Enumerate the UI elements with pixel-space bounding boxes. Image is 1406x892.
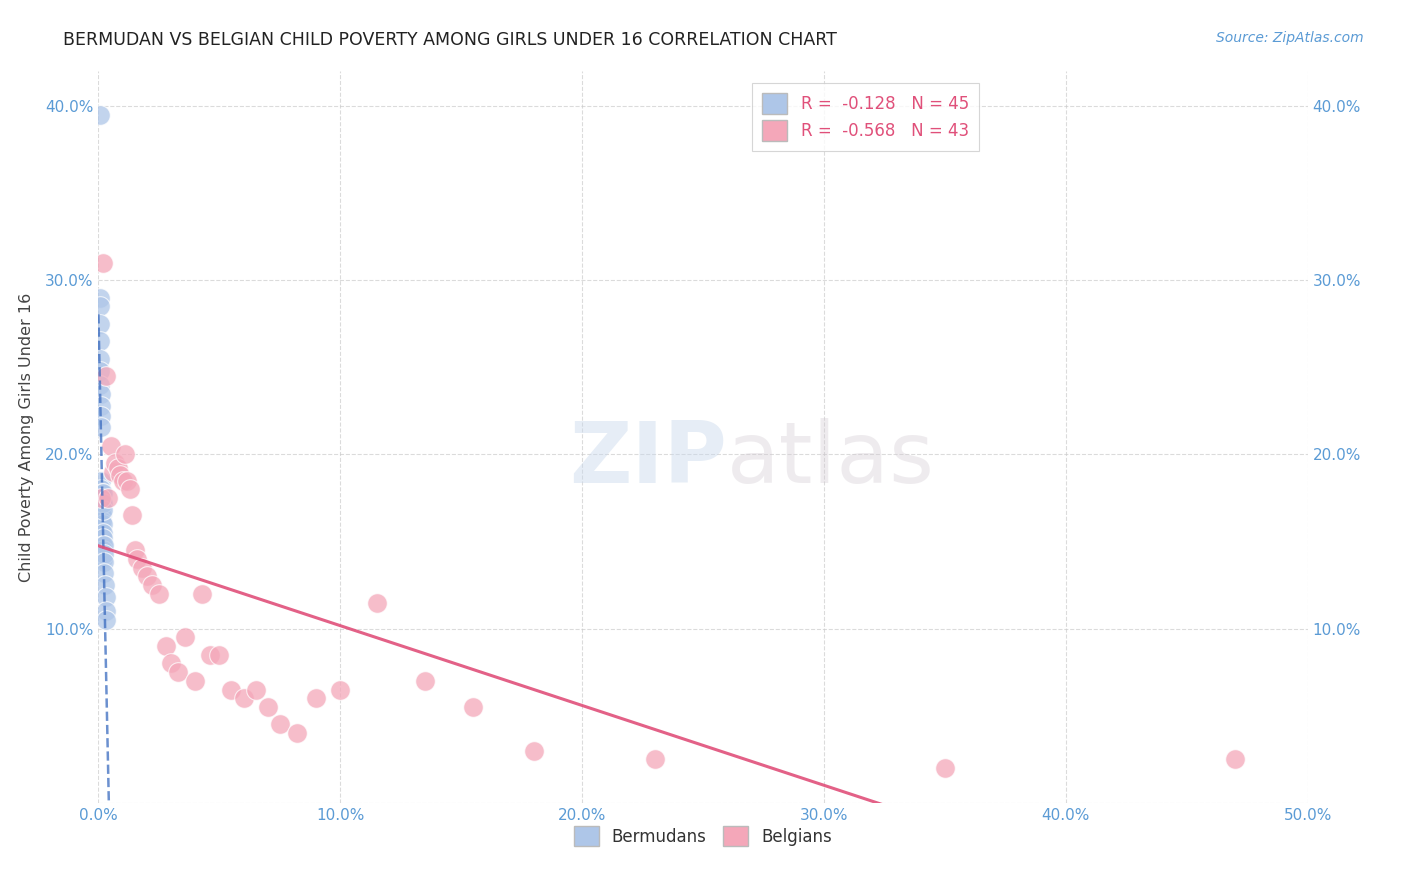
Text: BERMUDAN VS BELGIAN CHILD POVERTY AMONG GIRLS UNDER 16 CORRELATION CHART: BERMUDAN VS BELGIAN CHILD POVERTY AMONG … xyxy=(63,31,837,49)
Point xyxy=(107,461,129,475)
Point xyxy=(184,673,207,688)
Point xyxy=(89,108,111,122)
Point xyxy=(131,560,153,574)
Point xyxy=(90,521,112,535)
Point xyxy=(90,500,112,514)
Point xyxy=(245,682,267,697)
Point xyxy=(90,508,112,523)
Point xyxy=(100,439,122,453)
Text: ZIP: ZIP xyxy=(569,417,727,500)
Point xyxy=(93,556,115,570)
Point xyxy=(91,496,114,510)
Point xyxy=(91,543,114,558)
Point xyxy=(148,587,170,601)
Point xyxy=(90,503,112,517)
Legend: Bermudans, Belgians: Bermudans, Belgians xyxy=(567,820,839,853)
Point xyxy=(93,538,115,552)
Point xyxy=(91,552,114,566)
Point xyxy=(124,543,146,558)
Point xyxy=(160,657,183,671)
Point xyxy=(94,369,117,384)
Point xyxy=(285,726,308,740)
Point xyxy=(94,578,117,592)
Point xyxy=(91,508,114,523)
Point xyxy=(90,483,112,497)
Point xyxy=(91,538,114,552)
Point xyxy=(90,491,112,505)
Point xyxy=(90,531,112,545)
Point xyxy=(118,483,141,497)
Point xyxy=(91,503,114,517)
Point xyxy=(90,409,112,424)
Point xyxy=(121,508,143,523)
Point xyxy=(413,673,436,688)
Point xyxy=(90,386,112,401)
Point xyxy=(94,604,117,618)
Point xyxy=(90,419,112,434)
Point xyxy=(91,256,114,270)
Point xyxy=(256,700,278,714)
Point xyxy=(91,531,114,545)
Point xyxy=(366,595,388,609)
Point xyxy=(221,682,243,697)
Point xyxy=(91,525,114,540)
Point xyxy=(329,682,352,697)
Point xyxy=(90,514,112,528)
Point xyxy=(208,648,231,662)
Point xyxy=(644,752,666,766)
Point xyxy=(463,700,485,714)
Point xyxy=(1223,752,1246,766)
Text: atlas: atlas xyxy=(727,417,935,500)
Point xyxy=(91,496,114,510)
Point xyxy=(934,761,956,775)
Point xyxy=(91,485,114,500)
Point xyxy=(93,547,115,561)
Point xyxy=(141,578,163,592)
Y-axis label: Child Poverty Among Girls Under 16: Child Poverty Among Girls Under 16 xyxy=(18,293,34,582)
Point xyxy=(89,317,111,331)
Point xyxy=(89,351,111,366)
Point xyxy=(101,465,124,479)
Point xyxy=(90,491,112,505)
Point xyxy=(523,743,546,757)
Point xyxy=(91,485,114,500)
Point xyxy=(94,613,117,627)
Point xyxy=(135,569,157,583)
Point xyxy=(97,491,120,505)
Point xyxy=(108,468,131,483)
Point xyxy=(198,648,221,662)
Point xyxy=(167,665,190,680)
Point xyxy=(89,291,111,305)
Point xyxy=(90,538,112,552)
Point xyxy=(89,334,111,349)
Point xyxy=(91,517,114,532)
Point xyxy=(174,631,197,645)
Point xyxy=(94,591,117,605)
Text: Source: ZipAtlas.com: Source: ZipAtlas.com xyxy=(1216,31,1364,45)
Point xyxy=(232,691,254,706)
Point xyxy=(91,514,114,528)
Point xyxy=(155,639,177,653)
Point xyxy=(90,525,112,540)
Point xyxy=(90,474,112,488)
Point xyxy=(114,448,136,462)
Point xyxy=(305,691,328,706)
Point xyxy=(89,377,111,392)
Point xyxy=(191,587,214,601)
Point xyxy=(117,474,139,488)
Point xyxy=(93,566,115,580)
Point xyxy=(111,474,134,488)
Point xyxy=(89,364,111,378)
Point xyxy=(104,456,127,470)
Point xyxy=(90,399,112,413)
Point xyxy=(89,300,111,314)
Point xyxy=(127,552,149,566)
Point xyxy=(269,717,291,731)
Point xyxy=(91,503,114,517)
